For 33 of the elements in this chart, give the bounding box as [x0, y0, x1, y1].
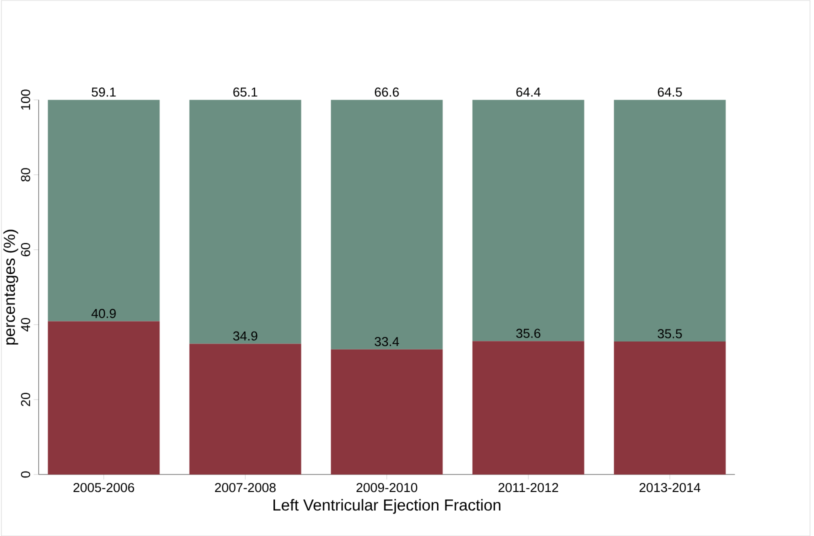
bar	[189, 100, 302, 344]
bar	[614, 341, 726, 474]
x-axis-title: Left Ventricular Ejection Fraction	[274, 498, 500, 514]
data-label: 35.6	[516, 328, 540, 338]
x-tick-label: 2007-2008	[215, 482, 276, 492]
data-label: 34.9	[233, 331, 258, 340]
bar	[48, 321, 160, 474]
y-tick-label: 0	[21, 471, 30, 478]
data-label: 33.4	[374, 336, 400, 346]
x-tick-label: 2011-2012	[498, 482, 558, 492]
bar	[330, 349, 443, 474]
bar	[472, 340, 584, 474]
y-tick-label: 80	[21, 168, 30, 182]
y-tick-label: 40	[21, 318, 30, 332]
bar	[48, 100, 160, 322]
bar	[330, 100, 443, 350]
data-label: 65.1	[233, 87, 258, 96]
data-label: 66.6	[374, 87, 399, 96]
bar	[189, 344, 302, 474]
bar	[472, 100, 584, 341]
x-tick-label: 2009-2010	[356, 482, 418, 492]
data-label: 64.4	[516, 87, 541, 96]
data-label: 59.1	[92, 87, 116, 96]
x-tick-label: 2013-2014	[640, 482, 700, 492]
data-label: 40.9	[91, 308, 116, 318]
y-tick-label: 20	[21, 392, 30, 406]
data-label: 64.5	[658, 87, 682, 96]
y-tick-label: 100	[21, 89, 30, 110]
y-axis-title: percentages (%)	[3, 230, 18, 344]
x-tick-label: 2005-2006	[73, 482, 134, 492]
data-label: 35.5	[658, 328, 682, 338]
bar	[614, 100, 726, 342]
y-tick-label: 60	[21, 242, 30, 256]
